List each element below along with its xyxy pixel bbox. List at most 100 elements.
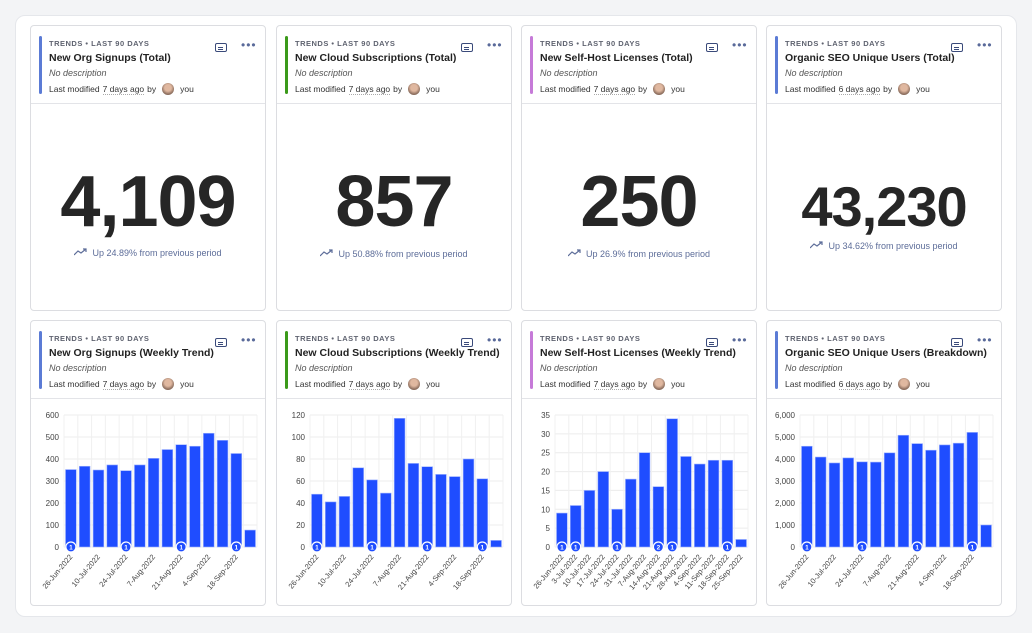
annotation-badge[interactable] xyxy=(421,541,433,553)
bar[interactable] xyxy=(939,444,951,548)
card-title[interactable]: New Org Signups (Weekly Trend) xyxy=(49,347,214,359)
bar[interactable] xyxy=(175,444,187,548)
edit-card-icon[interactable] xyxy=(706,43,718,52)
annotation-badge[interactable] xyxy=(652,541,664,553)
bar[interactable] xyxy=(842,457,854,548)
bar[interactable] xyxy=(161,449,174,548)
bar[interactable] xyxy=(462,458,475,548)
bar[interactable] xyxy=(569,505,582,548)
bar[interactable] xyxy=(652,486,665,548)
card-title[interactable]: Organic SEO Unique Users (Total) xyxy=(785,52,955,64)
bar[interactable] xyxy=(134,464,146,548)
annotation-badge[interactable] xyxy=(666,541,678,553)
edit-card-icon[interactable] xyxy=(461,43,473,52)
bar[interactable] xyxy=(106,464,118,548)
bar[interactable] xyxy=(721,459,734,548)
card-title[interactable]: New Org Signups (Total) xyxy=(49,52,171,64)
bar[interactable] xyxy=(925,449,937,548)
annotation-badge[interactable] xyxy=(230,541,242,553)
bar[interactable] xyxy=(814,456,827,548)
bar[interactable] xyxy=(828,462,841,548)
bar[interactable] xyxy=(203,432,215,548)
annotation-badge[interactable] xyxy=(966,541,978,553)
more-icon[interactable]: ••• xyxy=(241,38,257,52)
bar[interactable] xyxy=(625,478,637,548)
annotation-badge[interactable] xyxy=(911,541,923,553)
more-icon[interactable]: ••• xyxy=(487,38,503,52)
bar[interactable] xyxy=(883,452,896,548)
card-title[interactable]: New Cloud Subscriptions (Weekly Trend) xyxy=(295,347,500,359)
bar[interactable] xyxy=(435,474,447,548)
bar[interactable] xyxy=(966,432,979,548)
more-icon[interactable]: ••• xyxy=(977,333,993,347)
annotation-badge[interactable] xyxy=(120,541,132,553)
more-icon[interactable]: ••• xyxy=(241,333,257,347)
annotation-badge[interactable] xyxy=(175,541,187,553)
card-title[interactable]: New Self-Host Licenses (Total) xyxy=(540,52,693,64)
annotation-badge[interactable] xyxy=(611,541,623,553)
annotation-badge[interactable] xyxy=(476,541,488,553)
more-icon[interactable]: ••• xyxy=(732,38,748,52)
bar[interactable] xyxy=(856,461,868,548)
more-icon[interactable]: ••• xyxy=(977,38,993,52)
edit-card-icon[interactable] xyxy=(951,43,963,52)
y-tick-label: 6,000 xyxy=(775,411,796,420)
bar[interactable] xyxy=(338,496,351,548)
bar[interactable] xyxy=(449,476,461,548)
accent-bar xyxy=(530,331,533,389)
bar[interactable] xyxy=(680,456,692,548)
bar[interactable] xyxy=(189,445,201,548)
bar[interactable] xyxy=(707,459,720,548)
more-icon[interactable]: ••• xyxy=(732,333,748,347)
bar[interactable] xyxy=(801,445,813,548)
bar[interactable] xyxy=(911,443,923,548)
bar[interactable] xyxy=(393,417,406,548)
annotation-badge[interactable] xyxy=(556,541,568,553)
bar[interactable] xyxy=(490,540,502,548)
bar[interactable] xyxy=(870,461,882,548)
bar[interactable] xyxy=(311,493,323,548)
annotation-badge[interactable] xyxy=(856,541,868,553)
bar[interactable] xyxy=(407,463,420,548)
bar[interactable] xyxy=(476,478,489,548)
annotation-badge[interactable] xyxy=(721,541,733,553)
card-title[interactable]: Organic SEO Unique Users (Breakdown) xyxy=(785,347,987,359)
bar[interactable] xyxy=(324,501,337,548)
bar[interactable] xyxy=(735,539,747,548)
bar[interactable] xyxy=(244,529,256,548)
more-icon[interactable]: ••• xyxy=(487,333,503,347)
bar[interactable] xyxy=(421,466,433,548)
bar[interactable] xyxy=(952,442,965,548)
bar[interactable] xyxy=(380,492,392,548)
bar[interactable] xyxy=(638,452,651,548)
bar[interactable] xyxy=(352,467,364,548)
bar[interactable] xyxy=(230,453,243,548)
bar[interactable] xyxy=(897,434,910,548)
card-kicker: TRENDS • LAST 90 DAYS xyxy=(540,39,641,48)
edit-card-icon[interactable] xyxy=(706,338,718,347)
annotation-badge[interactable] xyxy=(570,541,582,553)
annotation-badge[interactable] xyxy=(65,541,77,553)
bar[interactable] xyxy=(583,490,596,548)
edit-card-icon[interactable] xyxy=(215,338,227,347)
bar[interactable] xyxy=(147,458,160,548)
bar[interactable] xyxy=(666,418,678,548)
bar[interactable] xyxy=(92,469,105,548)
bar[interactable] xyxy=(65,469,77,548)
annotation-badge[interactable] xyxy=(366,541,378,553)
edit-card-icon[interactable] xyxy=(215,43,227,52)
bar[interactable] xyxy=(597,471,609,548)
bar[interactable] xyxy=(694,463,706,548)
edit-card-icon[interactable] xyxy=(951,338,963,347)
edit-card-icon[interactable] xyxy=(461,338,473,347)
bar[interactable] xyxy=(980,524,992,548)
bar[interactable] xyxy=(611,508,623,548)
card-title[interactable]: New Cloud Subscriptions (Total) xyxy=(295,52,457,64)
bar[interactable] xyxy=(78,465,91,548)
bar[interactable] xyxy=(216,439,229,548)
card-title[interactable]: New Self-Host Licenses (Weekly Trend) xyxy=(540,347,736,359)
bar[interactable] xyxy=(366,479,378,548)
bar[interactable] xyxy=(120,470,132,548)
annotation-badge[interactable] xyxy=(311,541,323,553)
annotation-badge[interactable] xyxy=(801,541,813,553)
